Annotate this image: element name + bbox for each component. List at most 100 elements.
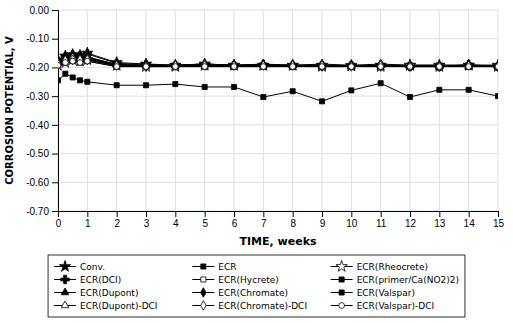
point	[77, 78, 82, 83]
tick: 13	[434, 211, 446, 229]
legend-marker	[61, 288, 69, 295]
y-axis: 0.00-0.10-0.20-0.30-0.40-0.50-0.60-0.70	[26, 5, 58, 217]
point	[495, 64, 498, 69]
point	[143, 64, 149, 70]
grid-line	[234, 10, 235, 211]
legend-label: ECR	[218, 262, 236, 272]
series	[58, 58, 498, 69]
point	[58, 78, 61, 83]
tick-mark	[117, 211, 118, 217]
point	[290, 61, 295, 70]
point	[466, 61, 471, 70]
legend-entry: ECR	[192, 262, 236, 272]
series-line	[58, 54, 498, 67]
legend-marker	[201, 277, 206, 282]
point	[466, 64, 472, 70]
tick: -0.30	[26, 91, 58, 102]
tick-label: 0	[56, 218, 62, 229]
point	[58, 63, 61, 68]
point	[173, 61, 178, 70]
point	[319, 64, 324, 69]
point	[58, 63, 61, 69]
tick: 5	[202, 211, 208, 229]
tick: 6	[232, 211, 238, 229]
point	[77, 60, 83, 66]
tick-label: 3	[144, 218, 150, 229]
legend-marker	[59, 261, 70, 272]
tick-label: 6	[232, 218, 238, 229]
tick: 4	[173, 211, 179, 229]
tick-label: -0.60	[26, 177, 49, 188]
grid-line	[58, 96, 498, 97]
series	[58, 55, 498, 69]
point	[114, 83, 119, 88]
grid-line	[175, 10, 176, 211]
series-line	[58, 57, 498, 66]
point	[437, 62, 442, 71]
series	[58, 52, 498, 69]
point	[231, 64, 236, 69]
legend-entry: ECR(Hycrete)	[192, 275, 278, 285]
grid-line	[116, 10, 117, 211]
point	[378, 64, 383, 69]
tick: 1	[85, 211, 91, 229]
grid-line	[58, 182, 498, 183]
point	[114, 64, 119, 69]
legend-entry: ECR(Chromate)	[192, 288, 288, 298]
legend-label: ECR(Valspar)	[357, 288, 415, 298]
tick-mark	[293, 211, 294, 217]
legend-marker	[336, 261, 347, 272]
point	[70, 59, 75, 64]
point	[318, 61, 326, 69]
point	[349, 88, 354, 93]
tick-label: 8	[290, 218, 296, 229]
legend-marker	[201, 288, 206, 297]
point	[463, 59, 474, 70]
point	[231, 64, 237, 70]
tick-mark	[381, 211, 382, 217]
point	[172, 64, 178, 70]
tick-mark	[52, 154, 58, 155]
axis-line	[52, 11, 59, 212]
point	[290, 64, 295, 69]
tick-label: 9	[320, 218, 326, 229]
tick: 11	[376, 211, 387, 229]
grid-line	[204, 10, 205, 211]
point	[231, 84, 236, 89]
x-axis-title: TIME, weeks	[239, 235, 316, 248]
grid-line	[351, 10, 352, 211]
tick-label: -0.30	[26, 91, 49, 102]
tick: -0.40	[26, 120, 58, 131]
tick: 8	[290, 211, 296, 229]
y-axis-title: CORROSION POTENTIAL, V	[4, 36, 15, 185]
point	[290, 89, 295, 94]
tick-mark	[52, 211, 58, 212]
legend-label: ECR(Hycrete)	[218, 275, 278, 285]
series	[58, 56, 498, 69]
legend-entry: ECR(Rheocrete)	[331, 261, 428, 272]
legend-entry: ECR(Dupont)-DCI	[54, 301, 157, 311]
series	[58, 55, 498, 71]
grid-line	[322, 10, 323, 211]
legend-label: ECR(Chromate)-DCI	[218, 301, 307, 311]
tick: 2	[114, 211, 120, 229]
tick: -0.50	[26, 148, 58, 159]
tick-label: 4	[173, 218, 179, 229]
legend-label: Conv.	[80, 262, 105, 272]
point	[435, 62, 443, 70]
grid-line	[380, 10, 381, 211]
point	[287, 59, 298, 70]
point	[495, 64, 498, 69]
tick: -0.10	[26, 33, 58, 44]
point	[261, 61, 266, 70]
point	[290, 64, 295, 69]
tick-label: 10	[346, 218, 358, 229]
point	[404, 59, 415, 70]
tick-label: -0.50	[26, 148, 49, 159]
tick: 7	[261, 211, 267, 229]
legend-entry: ECR(Dupont)	[54, 288, 138, 298]
point	[84, 58, 90, 64]
point	[85, 59, 90, 64]
legend-marker	[61, 275, 69, 283]
tick-mark	[322, 211, 323, 217]
